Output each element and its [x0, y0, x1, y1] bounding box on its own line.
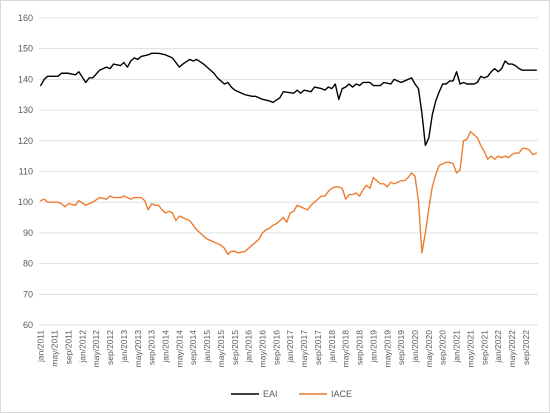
series-lines [40, 52, 537, 256]
x-tick-label: may/2016 [258, 330, 268, 368]
y-tick-label: 90 [23, 228, 33, 238]
x-tick-label: may/2011 [50, 330, 60, 367]
y-tick-label: 100 [18, 197, 33, 207]
x-tick-label: sep/2012 [105, 330, 115, 365]
x-tick-label: sep/2020 [438, 330, 448, 365]
x-tick-label: jan/2014 [160, 330, 170, 364]
x-tick-label: jan/2015 [202, 330, 212, 364]
legend-label-iace: IACE [331, 389, 352, 399]
y-tick-label: 60 [23, 320, 33, 330]
x-tick-label: may/2013 [133, 330, 143, 368]
y-axis: 60 70 80 90 100 110 120 130 140 150 160 [18, 13, 33, 330]
x-tick-label: jan/2013 [119, 330, 129, 364]
x-tick-label: sep/2015 [230, 330, 240, 365]
series-line-eai [40, 52, 537, 147]
x-tick-label: may/2020 [424, 330, 434, 368]
y-tick-label: 150 [18, 44, 33, 54]
legend: EAI IACE [231, 389, 352, 399]
x-tick-label: sep/2013 [147, 330, 157, 365]
x-tick-label: jan/2012 [77, 330, 87, 364]
x-tick-label: may/2012 [91, 330, 101, 368]
x-tick-label: may/2022 [507, 330, 517, 368]
y-tick-label: 70 [23, 289, 33, 299]
x-tick-label: jan/2021 [452, 330, 462, 364]
x-tick-label: jan/2022 [493, 330, 503, 364]
gridlines [39, 17, 538, 326]
x-tick-label: jan/2019 [368, 330, 378, 364]
series-line-iace [40, 130, 537, 256]
x-tick-label: may/2017 [299, 330, 309, 368]
legend-label-eai: EAI [263, 389, 278, 399]
x-tick-label: jan/2017 [285, 330, 295, 364]
y-tick-label: 140 [18, 74, 33, 84]
y-tick-label: 130 [18, 105, 33, 115]
x-tick-label: sep/2017 [313, 330, 323, 365]
y-tick-label: 160 [18, 13, 33, 23]
x-tick-label: sep/2018 [355, 330, 365, 365]
x-tick-label: may/2014 [174, 330, 184, 368]
x-tick-label: may/2019 [382, 330, 392, 368]
x-tick-label: sep/2016 [271, 330, 281, 365]
y-tick-label: 120 [18, 136, 33, 146]
x-tick-label: jan/2016 [244, 330, 254, 364]
x-tick-label: sep/2021 [479, 330, 489, 365]
x-tick-label: sep/2014 [188, 330, 198, 365]
x-tick-label: jan/2018 [327, 330, 337, 364]
y-tick-label: 110 [19, 167, 33, 177]
x-tick-label: may/2018 [341, 330, 351, 368]
y-tick-label: 80 [23, 259, 33, 269]
x-tick-label: may/2021 [465, 330, 475, 368]
x-tick-label: sep/2011 [63, 330, 73, 365]
x-tick-label: sep/2019 [396, 330, 406, 365]
x-tick-label: jan/2020 [410, 330, 420, 364]
x-tick-label: sep/2022 [521, 330, 531, 365]
x-axis: jan/2011 may/2011 sep/2011 jan/2012 may/2012… [36, 330, 531, 368]
x-tick-label: may/2015 [216, 330, 226, 368]
x-tick-label: jan/2011 [36, 330, 46, 363]
